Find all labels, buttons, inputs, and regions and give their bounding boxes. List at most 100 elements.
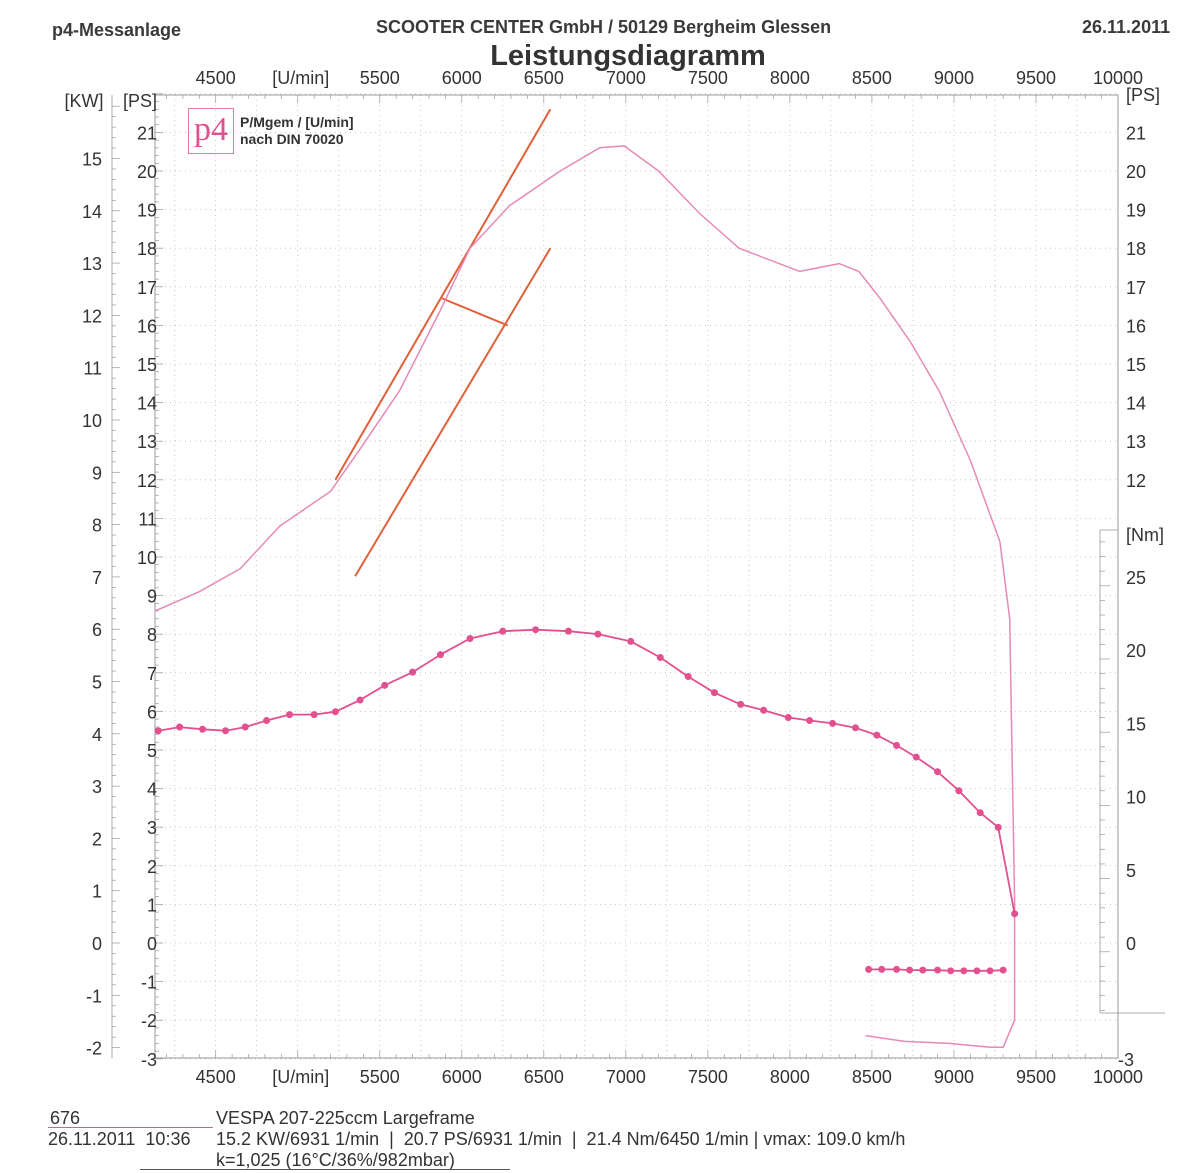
- torque-data-point: [356, 696, 364, 704]
- ps-tick-label-right: 21: [1126, 123, 1146, 143]
- kw-tick-label: 8: [92, 516, 102, 536]
- x-tick-label-top: 6000: [442, 68, 482, 88]
- x-tick-label-bottom: 10000: [1093, 1067, 1143, 1087]
- ps-tick-label-left: -3: [141, 1050, 157, 1070]
- p4-logo: p4: [188, 108, 234, 154]
- kw-tick-label: 2: [92, 829, 102, 849]
- kw-tick-label: 1: [92, 882, 102, 902]
- nm-tick-label: 20: [1126, 641, 1146, 661]
- torque-data-point: [222, 727, 230, 735]
- nm-tick-label: 10: [1126, 788, 1146, 808]
- x-tick-label-top: 8000: [770, 68, 810, 88]
- x-tick-label-top: 10000: [1093, 68, 1143, 88]
- torque-data-point: [381, 681, 389, 689]
- correction-factor: k=1,025 (16°C/36%/982mbar): [216, 1150, 455, 1170]
- torque-data-point: [865, 965, 873, 973]
- kw-tick-label: 0: [92, 934, 102, 954]
- ps-tick-label-left: 10: [137, 548, 157, 568]
- x-tick-label-top: 6500: [524, 68, 564, 88]
- annotation-line: [354, 247, 552, 577]
- kw-tick-label: 9: [92, 463, 102, 483]
- ps-tick-label-right: 13: [1126, 432, 1146, 452]
- annotation-line: [334, 108, 552, 481]
- x-tick-label-bottom: 8000: [770, 1067, 810, 1087]
- kw-tick-label: -2: [86, 1039, 102, 1059]
- ps-tick-label-left: 17: [137, 278, 157, 298]
- annotation-line: [441, 297, 509, 327]
- x-tick-label-bottom: 4500: [196, 1067, 236, 1087]
- legend-line-2: nach DIN 70020: [240, 131, 344, 147]
- nm-tick-label: 0: [1126, 934, 1136, 954]
- kw-tick-label: 6: [92, 620, 102, 640]
- legend: p4 P/Mgem / [U/min] nach DIN 70020: [188, 108, 354, 154]
- torque-data-point: [893, 741, 901, 749]
- ps-axis-label-right: [PS]: [1126, 85, 1160, 105]
- plot-frame: [154, 94, 1119, 1059]
- torque-data-point: [994, 823, 1002, 831]
- ps-tick-label-right: 14: [1126, 394, 1146, 414]
- torque-data-point: [154, 727, 162, 735]
- kw-tick-label: 5: [92, 673, 102, 693]
- torque-data-point: [973, 967, 981, 975]
- ps-tick-label-left: 9: [147, 587, 157, 607]
- x-tick-label-bottom: [U/min]: [272, 1067, 329, 1087]
- torque-data-point: [684, 673, 692, 681]
- header-date: 26.11.2011: [1082, 17, 1171, 37]
- header-left: p4-Messanlage: [52, 20, 182, 40]
- ps-tick-label-left: 0: [147, 934, 157, 954]
- torque-data-point: [499, 627, 507, 635]
- x-tick-label-bottom: 7500: [688, 1067, 728, 1087]
- x-tick-label-bottom: 9500: [1016, 1067, 1056, 1087]
- ps-tick-label-left: 15: [137, 355, 157, 375]
- torque-data-point: [806, 716, 814, 724]
- nm-axis-label: [Nm]: [1126, 525, 1164, 545]
- torque-data-point: [286, 711, 294, 719]
- ps-tick-label-right: 17: [1126, 278, 1146, 298]
- x-tick-label-top: 9000: [934, 68, 974, 88]
- kw-tick-label: 13: [82, 254, 102, 274]
- ps-tick-label-left: 21: [137, 123, 157, 143]
- x-tick-label-top: 8500: [852, 68, 892, 88]
- torque-data-point: [878, 965, 886, 973]
- power-curve: [865, 1019, 1016, 1048]
- correction-underline: [140, 1169, 510, 1170]
- torque-data-point: [656, 654, 664, 662]
- ps-tick-label-left: 2: [147, 857, 157, 877]
- torque-data-point: [310, 711, 318, 719]
- torque-data-point: [466, 634, 474, 642]
- ps-tick-label-left: 1: [147, 895, 157, 915]
- torque-data-point: [737, 700, 745, 708]
- kw-tick-label: 10: [82, 411, 102, 431]
- torque-data-point: [199, 725, 207, 733]
- run-results: 15.2 KW/6931 1/min | 20.7 PS/6931 1/min …: [216, 1129, 906, 1149]
- torque-data-point: [893, 965, 901, 973]
- torque-data-point: [627, 637, 635, 645]
- x-tick-label-bottom: 5500: [360, 1067, 400, 1087]
- nm-tick-label: 25: [1126, 568, 1146, 588]
- run-datetime: 26.11.2011 10:36: [48, 1129, 191, 1149]
- ps-tick-label-left: 16: [137, 316, 157, 336]
- vehicle-name: VESPA 207-225ccm Largeframe: [216, 1108, 475, 1128]
- kw-tick-label: 12: [82, 306, 102, 326]
- torque-data-point: [852, 724, 860, 732]
- kw-tick-label: 15: [82, 150, 102, 170]
- torque-data-point: [912, 753, 920, 761]
- ps-tick-label-right: 12: [1126, 471, 1146, 491]
- ps-tick-label-left: 3: [147, 818, 157, 838]
- x-tick-label-bottom: 6500: [524, 1067, 564, 1087]
- x-tick-label-bottom: 8500: [852, 1067, 892, 1087]
- ps-axis-label-left: [PS]: [123, 91, 157, 111]
- nm-tick-label: 5: [1126, 861, 1136, 881]
- torque-data-point: [784, 714, 792, 722]
- x-tick-label-top: 7500: [688, 68, 728, 88]
- torque-data-point: [241, 723, 249, 731]
- torque-data-point: [436, 651, 444, 659]
- ps-tick-label-left: -1: [141, 973, 157, 993]
- kw-tick-label: 4: [92, 725, 102, 745]
- legend-line-1: P/Mgem / [U/min]: [240, 114, 354, 130]
- torque-data-point: [976, 809, 984, 817]
- x-tick-label-top: 7000: [606, 68, 646, 88]
- torque-data-point: [934, 768, 942, 776]
- torque-data-point: [934, 966, 942, 974]
